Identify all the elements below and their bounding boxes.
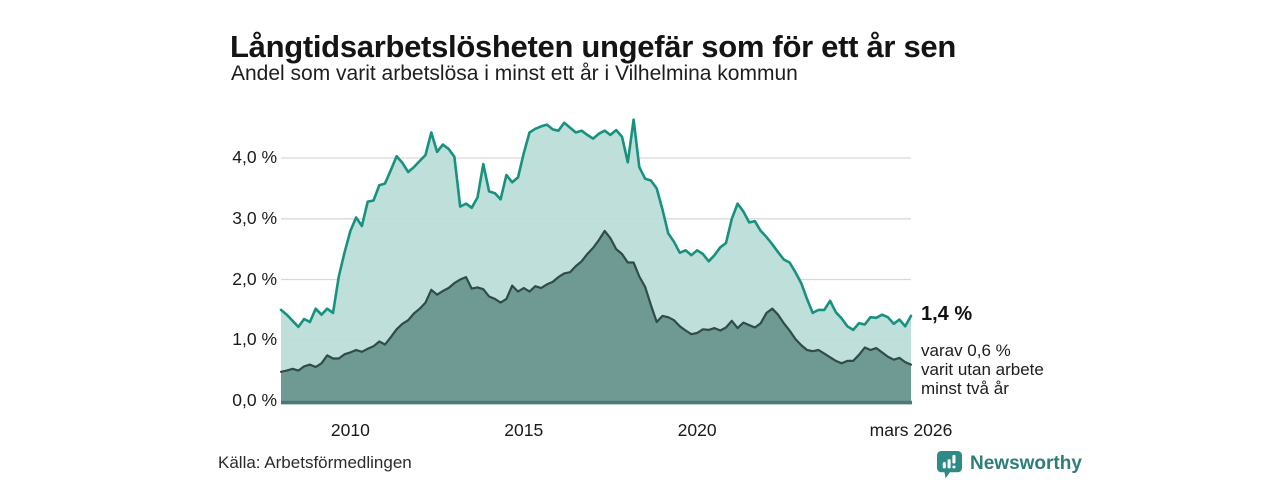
source-attribution: Källa: Arbetsförmedlingen bbox=[218, 453, 412, 472]
chart-subtitle: Andel som varit arbetslösa i minst ett å… bbox=[231, 62, 798, 85]
area-two-years bbox=[281, 230, 911, 401]
x-tick-label: 2010 bbox=[330, 420, 370, 440]
x-tick-label: 2020 bbox=[677, 420, 717, 440]
latest-value-label: 1,4 % bbox=[921, 303, 973, 325]
x-tick-label: mars 2026 bbox=[869, 420, 953, 440]
y-tick-label: 2,0 % bbox=[232, 268, 277, 289]
logo-wordmark: Newsworthy bbox=[970, 453, 1082, 474]
newsworthy-logo: Newsworthy bbox=[936, 449, 1082, 479]
y-tick-label: 1,0 % bbox=[232, 329, 277, 350]
two-year-annotation: varav 0,6 % varit utan arbete minst två … bbox=[921, 341, 1044, 399]
y-tick-label: 0,0 % bbox=[232, 390, 277, 410]
line-one-year bbox=[279, 118, 913, 332]
page-title: Långtidsarbetslösheten ungefär som för e… bbox=[230, 28, 957, 64]
x-tick-label: 2015 bbox=[504, 420, 544, 440]
bar-chart-badge-icon bbox=[936, 450, 963, 479]
y-tick-label: 4,0 % bbox=[232, 147, 277, 167]
line-two-years bbox=[279, 229, 913, 373]
y-tick-label: 3,0 % bbox=[232, 207, 277, 228]
